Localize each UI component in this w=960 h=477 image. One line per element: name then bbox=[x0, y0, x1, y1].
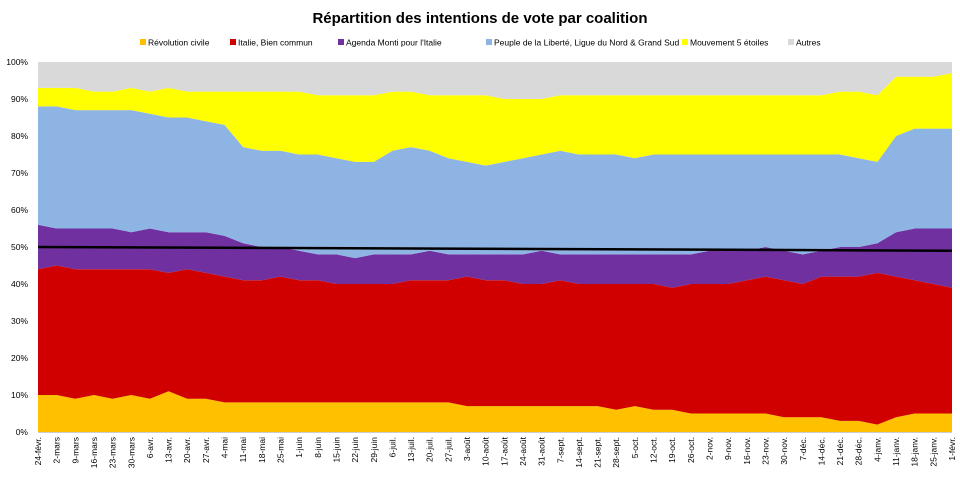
x-tick-label: 20-juil. bbox=[425, 437, 435, 462]
x-tick-label: 28-déc. bbox=[854, 437, 864, 465]
x-tick-label: 30-nov. bbox=[779, 437, 789, 465]
x-tick-label: 28-sept. bbox=[611, 437, 621, 468]
legend-swatch bbox=[230, 39, 236, 45]
x-tick-label: 4-mai bbox=[220, 437, 230, 458]
x-tick-label: 15-juin bbox=[331, 437, 341, 463]
y-tick-label: 40% bbox=[11, 279, 28, 289]
x-tick-label: 22-juin bbox=[350, 437, 360, 463]
y-tick-label: 30% bbox=[11, 316, 28, 326]
legend: Révolution civile Italie, Bien commun Agen… bbox=[140, 38, 821, 48]
y-tick-label: 10% bbox=[11, 390, 28, 400]
x-tick-label: 16-nov. bbox=[742, 437, 752, 465]
legend-label: Italie, Bien commun bbox=[238, 38, 313, 48]
x-tick-label: 16-mars bbox=[89, 437, 99, 468]
area-series-1 bbox=[38, 265, 952, 425]
x-tick-label: 24-févr. bbox=[33, 437, 43, 465]
x-tick-label: 8-juin bbox=[313, 437, 323, 458]
x-tick-label: 18-mai bbox=[257, 437, 267, 463]
x-tick-label: 27-juil. bbox=[443, 437, 453, 462]
x-tick-label: 11-janv. bbox=[891, 437, 901, 466]
y-tick-label: 50% bbox=[11, 242, 28, 252]
x-tick-label: 20-avr. bbox=[182, 437, 192, 463]
x-tick-label: 14-déc. bbox=[816, 437, 826, 465]
x-tick-label: 6-juil. bbox=[387, 437, 397, 457]
legend-swatch bbox=[140, 39, 146, 45]
x-tick-label: 29-juin bbox=[369, 437, 379, 463]
area-series-5 bbox=[38, 62, 952, 99]
legend-label: Autres bbox=[796, 38, 821, 48]
area-series-2 bbox=[38, 224, 952, 288]
y-tick-label: 70% bbox=[11, 168, 28, 178]
x-tick-label: 3-août bbox=[462, 436, 472, 461]
chart-title: Répartition des intentions de vote par c… bbox=[312, 10, 647, 27]
x-tick-label: 26-oct. bbox=[686, 437, 696, 463]
x-tick-label: 9-nov. bbox=[723, 437, 733, 460]
x-tick-label: 13-avr. bbox=[164, 437, 174, 463]
x-tick-label: 18-janv. bbox=[910, 437, 920, 467]
y-tick-label: 20% bbox=[11, 353, 28, 363]
x-tick-label: 10-août bbox=[481, 436, 491, 465]
x-axis: 24-févr. 2-mars 9-mars 16-mars 23-mars 30-mar… bbox=[33, 436, 957, 468]
y-tick-label: 60% bbox=[11, 205, 28, 215]
x-tick-label: 24-août bbox=[518, 436, 528, 465]
x-tick-label: 23-nov. bbox=[760, 437, 770, 465]
legend-label: Révolution civile bbox=[148, 38, 210, 48]
x-tick-label: 4-janv. bbox=[872, 437, 882, 462]
legend-swatch bbox=[338, 39, 344, 45]
x-tick-label: 1-févr. bbox=[947, 437, 957, 461]
x-tick-label: 7-déc. bbox=[798, 437, 808, 461]
x-tick-label: 7-sept. bbox=[555, 437, 565, 463]
legend-label: Mouvement 5 étoiles bbox=[690, 38, 768, 48]
x-tick-label: 2-mars bbox=[52, 437, 62, 463]
x-tick-label: 21-déc. bbox=[835, 437, 845, 465]
area-series-3 bbox=[38, 106, 952, 259]
y-tick-label: 80% bbox=[11, 131, 28, 141]
x-tick-label: 9-mars bbox=[70, 437, 80, 463]
x-tick-label: 31-août bbox=[537, 436, 547, 465]
x-tick-label: 19-oct. bbox=[667, 437, 677, 463]
x-tick-label: 17-août bbox=[499, 436, 509, 465]
y-tick-label: 90% bbox=[11, 94, 28, 104]
x-tick-label: 2-nov. bbox=[705, 437, 715, 460]
legend-label: Agenda Monti pour l'Italie bbox=[346, 38, 442, 48]
x-tick-label: 21-sept. bbox=[593, 437, 603, 468]
x-tick-label: 12-oct. bbox=[649, 437, 659, 463]
y-tick-label: 100% bbox=[6, 57, 28, 67]
x-tick-label: 6-avr. bbox=[145, 437, 155, 458]
plot-area bbox=[37, 62, 953, 432]
trend-line bbox=[37, 245, 953, 252]
area-series-4 bbox=[38, 73, 952, 166]
x-tick-label: 11-mai bbox=[238, 437, 248, 462]
x-tick-label: 30-mars bbox=[126, 437, 136, 468]
x-tick-label: 1-juin bbox=[294, 437, 304, 458]
legend-label: Peuple de la Liberté, Ligue du Nord & Gr… bbox=[494, 38, 680, 48]
x-tick-label: 5-oct. bbox=[630, 437, 640, 458]
legend-swatch bbox=[788, 39, 794, 45]
x-tick-label: 23-mars bbox=[108, 437, 118, 468]
x-tick-label: 13-juil. bbox=[406, 437, 416, 462]
legend-swatch bbox=[486, 39, 492, 45]
x-tick-label: 14-sept. bbox=[574, 437, 584, 468]
legend-swatch bbox=[682, 39, 688, 45]
y-tick-label: 0% bbox=[16, 427, 29, 437]
x-tick-label: 27-avr. bbox=[201, 437, 211, 463]
x-tick-label: 25-mai bbox=[275, 437, 285, 463]
area-series-0 bbox=[38, 391, 952, 432]
x-tick-label: 25-janv. bbox=[928, 437, 938, 467]
